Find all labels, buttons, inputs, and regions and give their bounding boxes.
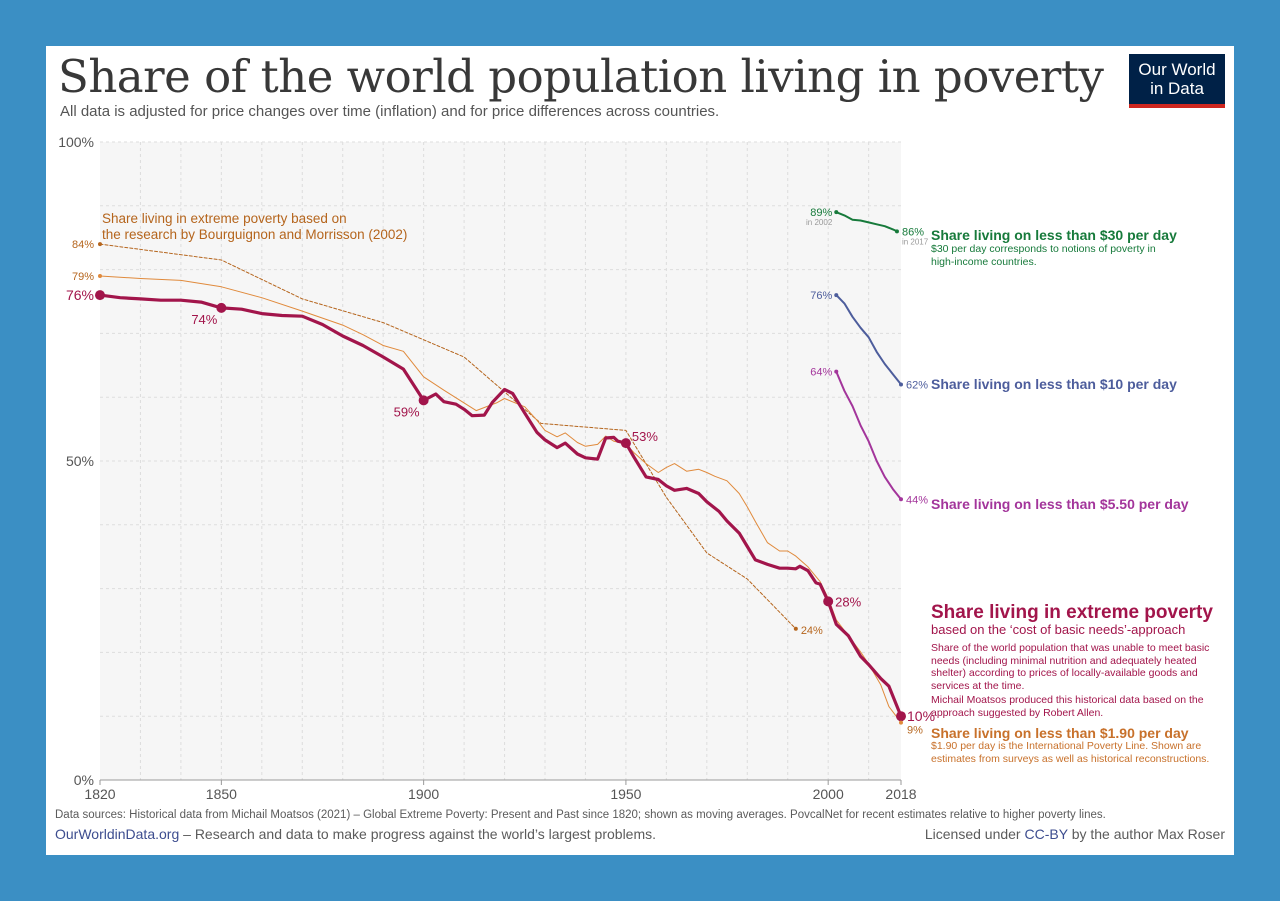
legend-extreme-sub: based on the ‘cost of basic needs’-appro… bbox=[931, 622, 1185, 637]
owid-link[interactable]: OurWorldinData.org bbox=[55, 826, 180, 842]
label-extreme-1900: 59% bbox=[394, 404, 420, 419]
footer-license: Licensed under CC-BY by the author Max R… bbox=[925, 826, 1225, 842]
legend-30-desc: $30 per day corresponds to notions of po… bbox=[931, 243, 1156, 268]
license-suffix: by the author Max Roser bbox=[1067, 826, 1225, 842]
d550-point-start bbox=[834, 369, 839, 374]
page-title: Share of the world population living in … bbox=[58, 50, 1104, 103]
legend-190-title: Share living on less than $1.90 per day bbox=[931, 725, 1189, 741]
legend-30-desc-wrap: $30 per day corresponds to notions of po… bbox=[931, 243, 1156, 268]
series-line-extreme bbox=[98, 293, 903, 718]
owid-logo[interactable]: Our World in Data bbox=[1129, 54, 1225, 108]
d30-point-start bbox=[834, 210, 839, 215]
label-extreme-2018: 10% bbox=[907, 708, 935, 724]
legend-550-title: Share living on less than $5.50 per day bbox=[931, 496, 1189, 512]
legend-10-title: Share living on less than $10 per day bbox=[931, 376, 1177, 392]
label-usd190-1820: 79% bbox=[72, 271, 94, 283]
series-line-d550 bbox=[835, 370, 902, 501]
page-subtitle: All data is adjusted for price changes o… bbox=[60, 103, 720, 120]
label-d10-start: 76% bbox=[810, 290, 832, 302]
extreme-point-2000 bbox=[823, 596, 834, 607]
owid-tagline: – Research and data to make progress aga… bbox=[179, 826, 657, 842]
bm-point-1820 bbox=[98, 242, 102, 247]
footer-owid: OurWorldinData.org – Research and data t… bbox=[55, 826, 656, 842]
legend-extreme-desc-wrap: Share of the world population that was u… bbox=[931, 642, 1210, 719]
extreme-point-1820 bbox=[95, 290, 105, 301]
extreme-point-2018 bbox=[896, 711, 906, 722]
y-tick-label: 100% bbox=[58, 134, 94, 150]
extreme-point-1850 bbox=[216, 302, 227, 313]
bm2002-label: Share living in extreme poverty based on… bbox=[102, 211, 407, 242]
logo-line-1: Our World bbox=[1138, 60, 1216, 79]
series-marks: 76%74%59%53%28%10%84%24%79%9%89%86%in 20… bbox=[66, 207, 935, 736]
grid bbox=[100, 141, 901, 780]
label-d30-start: 89% bbox=[810, 207, 832, 219]
y-tick-label: 50% bbox=[66, 453, 94, 469]
legend-extreme-desc1: Share of the world population that was u… bbox=[931, 642, 1210, 692]
axes: 1820 1850 1900 1950 2000 2018 0% 50% 100% bbox=[58, 134, 917, 802]
usd190-point-1820 bbox=[98, 273, 102, 278]
note-d30-start: in 2002 bbox=[806, 218, 833, 227]
d30-point-end bbox=[894, 229, 899, 234]
usd190-point-2018 bbox=[899, 720, 903, 725]
y-tick-label: 0% bbox=[74, 772, 94, 788]
label-extreme-1950: 53% bbox=[632, 429, 658, 444]
legend-190-desc: $1.90 per day is the International Pover… bbox=[931, 740, 1210, 765]
series-line-d10 bbox=[835, 294, 902, 386]
d10-point-end bbox=[899, 382, 903, 387]
cc-by-link[interactable]: CC-BY bbox=[1024, 826, 1068, 842]
legend-extreme-title: Share living in extreme poverty bbox=[931, 602, 1213, 623]
series-line-d30 bbox=[835, 211, 898, 233]
label-extreme-2000: 28% bbox=[835, 594, 861, 609]
legend-extreme-desc2: Michail Moatsos produced this historical… bbox=[931, 694, 1204, 719]
bm-point-1992 bbox=[793, 626, 798, 631]
series-line-bm2002 bbox=[99, 243, 797, 630]
d550-point-end bbox=[899, 497, 903, 502]
x-tick-label: 1950 bbox=[610, 786, 641, 802]
d10-point-start bbox=[834, 293, 839, 298]
note-d30-end: in 2017 bbox=[902, 237, 929, 246]
poverty-line-chart: 1820 1850 1900 1950 2000 2018 0% 50% 100% 76% 74%… bbox=[58, 134, 1213, 802]
legend-30-title: Share living on less than $30 per day bbox=[931, 227, 1177, 243]
label-extreme-1820: 76% bbox=[66, 287, 94, 303]
x-tick-label: 1900 bbox=[408, 786, 439, 802]
label-bm-1820: 84% bbox=[72, 239, 94, 251]
label-d10-end: 62% bbox=[906, 379, 928, 391]
x-tick-label: 2018 bbox=[885, 786, 916, 802]
x-tick-label: 1820 bbox=[84, 786, 115, 802]
logo-line-2: in Data bbox=[1150, 79, 1204, 98]
chart-card: Share of the world population living in … bbox=[46, 46, 1234, 855]
label-usd190-2018: 9% bbox=[907, 725, 923, 737]
label-d30-end: 86% bbox=[902, 226, 924, 238]
bm2002-label-line2: the research by Bourguignon and Morrisso… bbox=[102, 227, 407, 242]
label-d550-start: 64% bbox=[810, 367, 832, 379]
license-prefix: Licensed under bbox=[924, 826, 1025, 842]
series-lines bbox=[98, 211, 903, 724]
x-tick-label: 1850 bbox=[206, 786, 237, 802]
label-d550-end: 44% bbox=[906, 494, 928, 506]
x-tick-label: 2000 bbox=[813, 786, 844, 802]
extreme-point-1900 bbox=[418, 395, 429, 406]
legend-190-desc-wrap: $1.90 per day is the International Pover… bbox=[931, 740, 1210, 765]
footer-sources: Data sources: Historical data from Micha… bbox=[55, 809, 1106, 821]
extreme-point-1950 bbox=[620, 438, 631, 449]
label-extreme-1850: 74% bbox=[191, 312, 217, 327]
label-bm-1992: 24% bbox=[801, 625, 823, 637]
bm2002-label-line1: Share living in extreme poverty based on bbox=[102, 211, 347, 226]
